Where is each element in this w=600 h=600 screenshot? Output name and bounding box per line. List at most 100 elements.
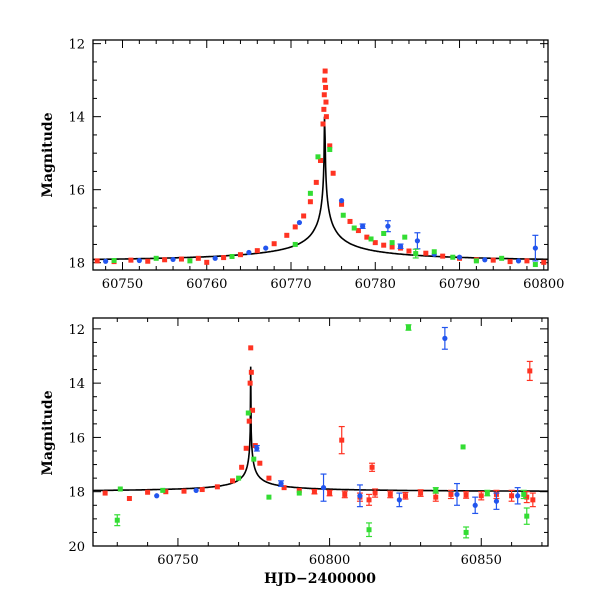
y-tick-label: 14 [68,111,85,126]
data-point [153,255,159,261]
panel-top: 60750 60760 60770 60780 60790 60800 12 14 16 18 [68,38,564,292]
data-point [313,179,319,185]
data-point [278,480,284,487]
data-point [524,513,530,519]
data-point [339,201,345,207]
data-point [355,228,361,234]
model-curve [93,366,548,492]
data-point [381,242,387,248]
data-point [507,259,513,265]
data-point [433,494,439,500]
data-point [330,170,336,176]
data-point [448,491,454,497]
data-point [402,493,408,499]
data-point [357,493,363,499]
data-point [524,258,530,264]
data-point [460,444,466,450]
data-point [271,241,277,247]
x-tick-label: 60770 [270,277,311,292]
data-point [396,497,402,503]
data-point [493,498,500,504]
data-point [239,464,245,470]
data-point [292,241,298,247]
data-point [527,368,533,374]
data-point [463,492,469,498]
data-point [372,240,378,246]
x-axis-label-bottom: HJD−2400000 [264,571,376,587]
x-tick-label: 60790 [439,277,480,292]
y-tick-label: 16 [68,184,85,199]
data-point [414,238,420,244]
data-point [515,258,522,264]
x-tick-label: 60750 [102,277,143,292]
data-point [368,236,374,242]
data-point [315,154,321,160]
data-point [102,490,108,496]
plot-frame [92,39,549,271]
x-tick-label: 60800 [523,277,564,292]
data-point [418,490,424,496]
data-point [248,369,254,375]
data-point [463,529,469,535]
data-point [478,493,484,499]
data-point [473,258,479,264]
y-tick-label: 18 [68,257,85,272]
panel-bottom: 60750 60800 60850 12 14 16 18 20 [68,317,549,568]
data-point [247,380,253,386]
y-tick-label: 12 [68,38,85,53]
data-point [254,248,260,254]
data-point [230,478,236,484]
data-point [433,487,439,493]
data-point [340,212,346,218]
data-point [482,257,488,263]
data-point [103,258,109,264]
data-point [397,243,404,249]
data-point [369,464,375,470]
data-point [472,502,478,508]
x-tick-label: 60800 [309,553,350,568]
data-point [145,258,151,264]
data-point [385,223,391,229]
data-point [94,258,100,264]
data-point [347,218,353,224]
data-point [178,256,184,262]
data-point [360,223,366,229]
data-point [301,213,307,219]
data-point [284,232,290,238]
data-point [521,491,527,497]
data-point [311,489,317,495]
data-point [214,484,220,490]
data-point [490,257,496,263]
data-point [117,486,123,492]
y-tick-label: 12 [68,323,85,338]
x-tick-label: 60750 [157,553,198,568]
data-point [145,489,151,495]
y-axis-label-bottom: Magnitude [40,390,56,475]
data-point [237,252,243,258]
data-point [221,255,227,261]
data-point [245,410,251,416]
data-point [126,496,132,501]
data-point [251,456,257,462]
data-point [212,255,218,261]
data-point [366,527,372,533]
data-point [296,487,302,493]
data-point [524,494,530,500]
data-point [281,485,287,491]
data-point [515,493,521,499]
data-point [413,251,419,257]
y-tick-label: 20 [68,540,85,555]
data-point [318,157,323,163]
data-point [266,475,272,481]
plot-area [93,324,548,539]
data-point [431,249,437,255]
plot-area [93,68,548,268]
data-point [321,106,327,112]
data-point [163,489,169,495]
data-point [254,445,260,451]
data-point [320,121,326,127]
data-point [307,190,313,196]
data-point [246,249,252,256]
data-point [541,259,547,265]
